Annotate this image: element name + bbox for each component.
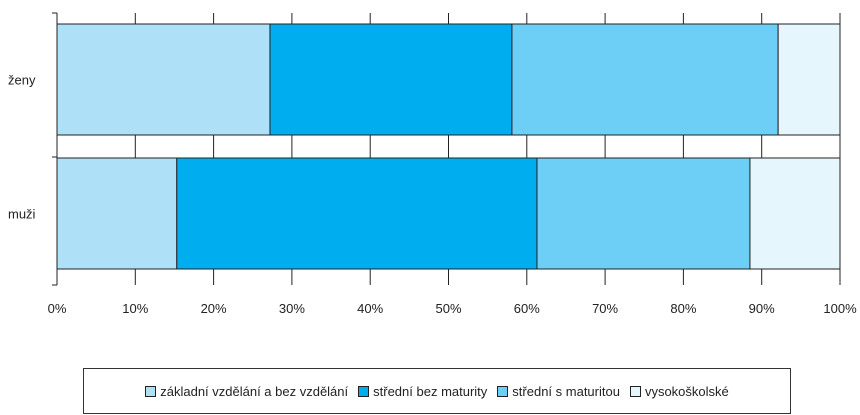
bar-segments — [56, 23, 841, 270]
bar-segment — [749, 157, 841, 270]
bar-segment — [777, 23, 841, 136]
axis-labels: ženy muži 0% 10% 20% 30% 40% 50% 60% 70% 80% 90% 100… — [8, 73, 857, 317]
bar-segment — [56, 157, 178, 270]
legend-label: střední s maturitou — [512, 383, 620, 399]
legend-swatch — [358, 385, 370, 397]
legend-label: základní vzdělání a bez vzdělání — [160, 383, 349, 399]
legend-item: střední bez maturity — [358, 384, 487, 399]
x-tick-label: 40% — [357, 301, 383, 316]
x-tick-label: 30% — [279, 301, 305, 316]
category-label: muži — [8, 207, 36, 222]
legend-item: střední s maturitou — [497, 384, 620, 399]
legend-item: vysokoškolské — [629, 383, 729, 399]
x-tick-label: 10% — [122, 301, 148, 316]
stacked-bar-chart: ženy muži 0% 10% 20% 30% 40% 50% 60% 70% 80% 90% 100… — [8, 12, 857, 317]
legend-label: vysokoškolské — [644, 383, 729, 399]
legend-swatch — [145, 385, 157, 397]
x-tick-label: 20% — [201, 301, 227, 316]
x-tick-label: 0% — [48, 301, 67, 316]
bar-segment — [176, 157, 538, 270]
x-tick-label: 80% — [670, 301, 696, 316]
bar-segment — [56, 23, 271, 136]
bar-segment — [269, 23, 513, 136]
legend-swatch — [629, 385, 641, 397]
bar-segment — [536, 157, 751, 270]
category-label: ženy — [8, 73, 36, 88]
x-tick-label: 60% — [514, 301, 540, 316]
legend-label: střední bez maturity — [373, 383, 488, 399]
legend-item: základní vzdělání a bez vzdělání — [145, 384, 348, 399]
bar-segment — [511, 23, 779, 136]
x-tick-label: 70% — [592, 301, 618, 316]
x-tick-label: 100% — [823, 301, 857, 316]
axes — [52, 12, 58, 286]
legend-swatch — [497, 385, 509, 397]
x-tick-label: 50% — [435, 301, 461, 316]
x-tick-label: 90% — [749, 301, 775, 316]
legend: základní vzdělání a bez vzdělání střední … — [83, 368, 791, 414]
